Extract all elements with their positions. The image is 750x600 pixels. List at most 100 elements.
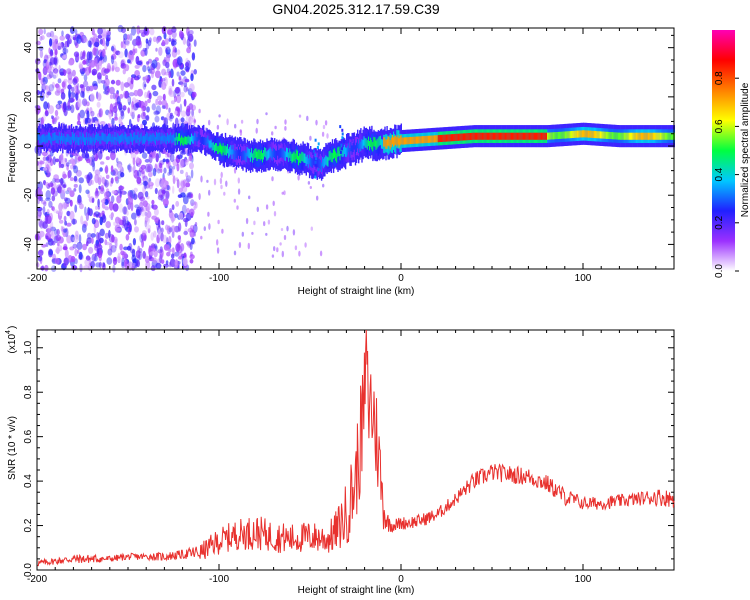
spectrogram-cell [64, 197, 71, 204]
spectrogram-ridge-cell [544, 132, 547, 140]
spectrogram-cell [154, 187, 158, 195]
spectrogram-ridge-cell [258, 149, 261, 159]
spectrogram-ridge-cell [270, 149, 273, 159]
spectrogram-cell [115, 157, 119, 164]
spectrogram-cell [121, 27, 126, 34]
spectrogram-cell [154, 70, 161, 79]
spectrogram-cell [67, 100, 71, 110]
spectrogram-ridge-cell [152, 133, 155, 141]
spectrogram-cell [86, 174, 91, 184]
spectrogram-cell [220, 171, 223, 178]
spectrogram-cell [149, 251, 154, 256]
spectrogram-ridge-cell [508, 132, 511, 140]
spectrogram-cell [76, 199, 83, 205]
spectrogram-cell [157, 249, 163, 254]
spectrogram-cell [316, 146, 319, 149]
spectrogram-cell [175, 243, 181, 253]
spectrogram-ridge-cell [592, 130, 595, 138]
spectrogram-ridge-cell [339, 150, 341, 161]
spectrogram-cell [86, 158, 91, 164]
spectrogram-cell [146, 163, 152, 172]
spectrogram-cell [69, 246, 75, 251]
spectrogram-cell [151, 199, 155, 205]
spectrogram-cell [143, 26, 148, 35]
spectrogram-ridge-cell [545, 132, 548, 140]
spectrogram-cell [172, 165, 176, 170]
spectrogram-cell [124, 90, 130, 99]
spectrogram-cell [55, 234, 62, 242]
spectrogram-cell [47, 182, 54, 188]
spectrogram-cell [59, 35, 65, 41]
spectrogram-cell [341, 132, 344, 136]
spectrogram-ridge-cell [141, 136, 144, 145]
spectrogram-ridge-cell [442, 134, 444, 142]
spectrogram-ridge-cell [644, 132, 646, 140]
spectrogram-ridge-cell [90, 135, 92, 144]
spectrogram-cell [116, 90, 119, 95]
spectrogram-cell [60, 225, 64, 232]
spectrogram-ridge-cell [409, 137, 411, 145]
top-y-tick-label: -40 [23, 237, 34, 252]
spectrogram-cell [104, 68, 111, 73]
spectrogram-cell [127, 59, 131, 64]
spectrogram-ridge-cell [497, 132, 500, 140]
spectrogram-ridge-cell [637, 132, 639, 140]
spectrogram-cell [51, 231, 56, 240]
spectrogram-cell [91, 159, 95, 168]
spectrogram-cell [92, 85, 98, 91]
spectrogram-cell [165, 61, 170, 69]
spectrogram-ridge-cell [320, 162, 323, 172]
spectrogram-ridge-cell [367, 136, 370, 146]
spectrogram-ridge-cell [91, 137, 93, 146]
spectrogram-ridge-cell [137, 131, 139, 140]
spectrogram-ridge-cell [156, 131, 158, 140]
spectrogram-cell [104, 179, 109, 188]
spectrogram-ridge-cell [589, 130, 591, 138]
spectrogram-cell [88, 246, 94, 254]
spectrogram-ridge-cell [132, 136, 134, 145]
spectrogram-cell [108, 229, 111, 239]
spectrogram-cell [237, 177, 240, 184]
spectrogram-cell [84, 206, 87, 216]
spectrogram-cell [52, 41, 57, 51]
spectrogram-cell [180, 78, 184, 87]
spectrogram-cell [49, 221, 54, 230]
spectrogram-ridge-cell [559, 131, 561, 139]
spectrogram-cell [321, 131, 325, 137]
bottom-x-tick-label: -200 [27, 574, 47, 585]
spectrogram-ridge-cell [229, 147, 231, 157]
spectrogram-ridge-cell [418, 136, 420, 144]
spectrogram-ridge-cell [205, 137, 207, 146]
spectrogram-ridge-cell [40, 136, 42, 145]
spectrogram-cell [101, 202, 106, 209]
spectrogram-cell [66, 162, 70, 167]
spectrogram-cell [176, 163, 180, 172]
spectrogram-cell [118, 116, 123, 125]
spectrogram-ridge-cell [441, 134, 443, 142]
spectrogram-cell [79, 203, 84, 210]
spectrogram-ridge-cell [378, 136, 381, 146]
spectrogram-ridge-cell [182, 137, 184, 146]
spectrogram-cell [46, 225, 52, 230]
spectrogram-cell [84, 66, 91, 76]
spectrogram-cell [67, 255, 73, 263]
spectrogram-ridge-cell [312, 158, 314, 168]
spectrogram-cell [133, 187, 138, 193]
spectrogram-cell [104, 199, 109, 206]
spectrogram-ridge-cell [217, 137, 219, 154]
spectrogram-cell [151, 59, 158, 69]
spectrogram-ridge-cell [189, 136, 192, 145]
spectrogram-ridge-cell [543, 132, 546, 140]
spectrogram-cell [37, 187, 42, 196]
spectrogram-cell [43, 113, 46, 122]
spectrogram-ridge-cell [65, 137, 67, 146]
spectrogram-ridge-cell [128, 136, 131, 145]
spectrogram-cell [86, 110, 90, 120]
spectrogram-ridge-cell [627, 132, 630, 140]
spectrogram-ridge-cell [37, 132, 39, 141]
spectrogram-cell [153, 230, 157, 238]
spectrogram-ridge-cell [274, 148, 276, 159]
spectrogram-cell [37, 198, 40, 205]
spectrogram-cell [176, 179, 180, 189]
spectrogram-cell [128, 166, 133, 172]
